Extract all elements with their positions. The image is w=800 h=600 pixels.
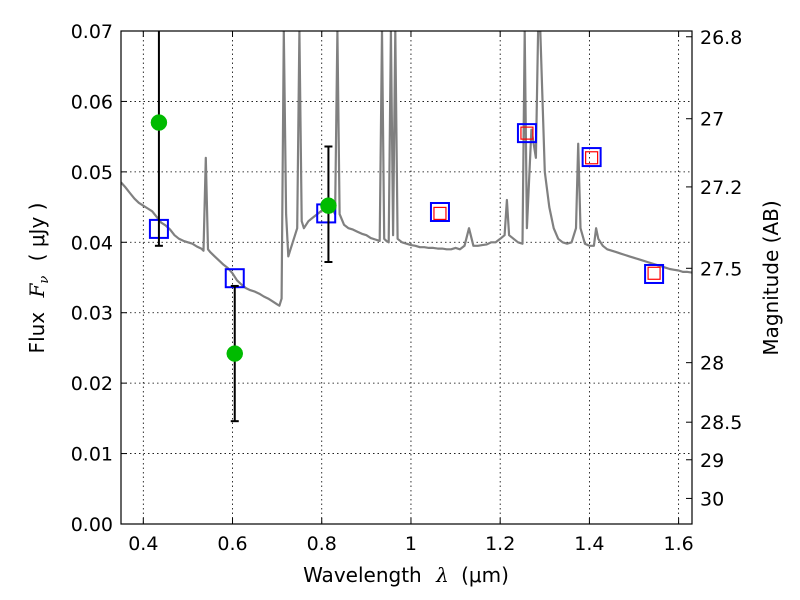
x-tick-label: 1.4: [574, 533, 604, 555]
model-photometry-marker: [581, 147, 602, 168]
model-photometry-marker: [516, 123, 537, 144]
x-axis-label-text: Wavelength: [303, 563, 422, 587]
y2-axis-label: Magnitude (AB): [759, 200, 783, 355]
y2-tick-label: 28: [700, 353, 724, 375]
data-layer: [121, 31, 692, 423]
x-axis-label: Wavelength λ (μm): [303, 563, 509, 587]
y-axis-label-symbol: F: [25, 283, 49, 299]
y-tick-label: 0.01: [71, 444, 113, 466]
observed-data-point: [150, 114, 168, 131]
observed-small-marker: [520, 126, 534, 140]
y-axis-label-subscript: ν: [37, 276, 52, 284]
y2-tick-label: 27: [700, 109, 724, 131]
x-tick-label: 1: [405, 533, 417, 555]
model-photometry-marker: [644, 263, 665, 284]
x-tick-label: 0.6: [217, 533, 247, 555]
grid: [121, 31, 692, 524]
y2-tick-label: 28.5: [700, 412, 742, 434]
x-tick-label: 1.2: [485, 533, 515, 555]
x-tick-label: 1.6: [664, 533, 694, 555]
x-tick-label: 0.4: [128, 533, 158, 555]
observed-small-marker: [585, 151, 599, 165]
y-tick-label: 0.02: [71, 373, 113, 395]
y-tick-label: 0.03: [71, 303, 113, 325]
y2-tick-label: 29: [700, 450, 724, 472]
y2-tick-label: 27.5: [700, 258, 742, 280]
observed-small-marker: [647, 266, 661, 280]
x-axis-label-symbol: λ: [435, 563, 449, 587]
y-axis-label-text: Flux: [25, 312, 49, 354]
y2-tick-label: 26.8: [700, 27, 742, 49]
plot-frame: [120, 30, 693, 525]
model-photometry-marker: [429, 202, 450, 223]
ticks: 0.4 0.6 0.8 1 1.2 1.4 1.6 0.00 0.01 0.02 0.03 0.04 0…: [71, 21, 743, 555]
y-axis-label: Flux Fν ( μJy ): [25, 203, 53, 354]
y-tick-label: 0.04: [71, 232, 113, 254]
observed-small-marker: [433, 206, 447, 221]
y-tick-label: 0.06: [71, 91, 113, 113]
y2-tick-label: 27.2: [700, 177, 742, 199]
y2-tick-label: 30: [700, 488, 724, 510]
x-axis-label-unit: (μm): [461, 563, 509, 587]
x-tick-label: 0.8: [307, 533, 337, 555]
y-tick-label: 0.07: [71, 21, 113, 43]
observed-data-point: [226, 345, 244, 362]
model-spectrum-line: [121, 31, 692, 307]
y-axis-label-unit: ( μJy ): [25, 203, 49, 262]
y-tick-label: 0.00: [71, 514, 113, 536]
observed-data-point: [320, 197, 337, 214]
y-tick-label: 0.05: [71, 162, 113, 184]
